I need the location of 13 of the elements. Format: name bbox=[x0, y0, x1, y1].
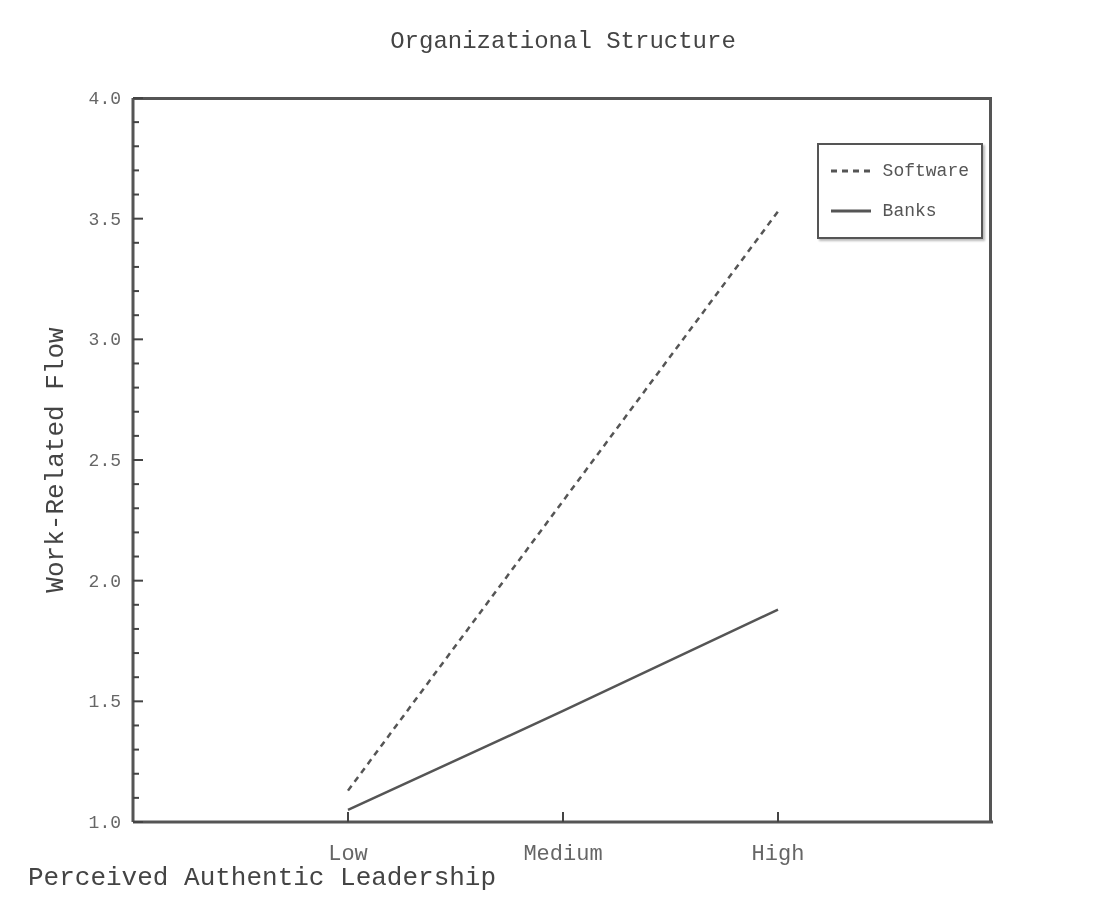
legend-label: Software bbox=[882, 161, 969, 181]
y-tick-label: 2.5 bbox=[88, 451, 121, 471]
x-tick-label: Medium bbox=[523, 842, 603, 867]
y-tick-label: 3.5 bbox=[88, 209, 121, 230]
y-tick-label: 1.5 bbox=[88, 692, 121, 713]
x-tick-label: High bbox=[751, 842, 805, 867]
legend-label: Banks bbox=[882, 201, 937, 221]
y-tick-label: 2.0 bbox=[88, 571, 121, 592]
y-axis-title: Work-Related Flow bbox=[41, 327, 71, 593]
y-tick-label: 1.0 bbox=[88, 813, 121, 833]
y-tick-label: 4.0 bbox=[88, 89, 121, 109]
chart-title: Organizational Structure bbox=[389, 28, 737, 55]
y-tick-label: 3.0 bbox=[88, 330, 121, 351]
